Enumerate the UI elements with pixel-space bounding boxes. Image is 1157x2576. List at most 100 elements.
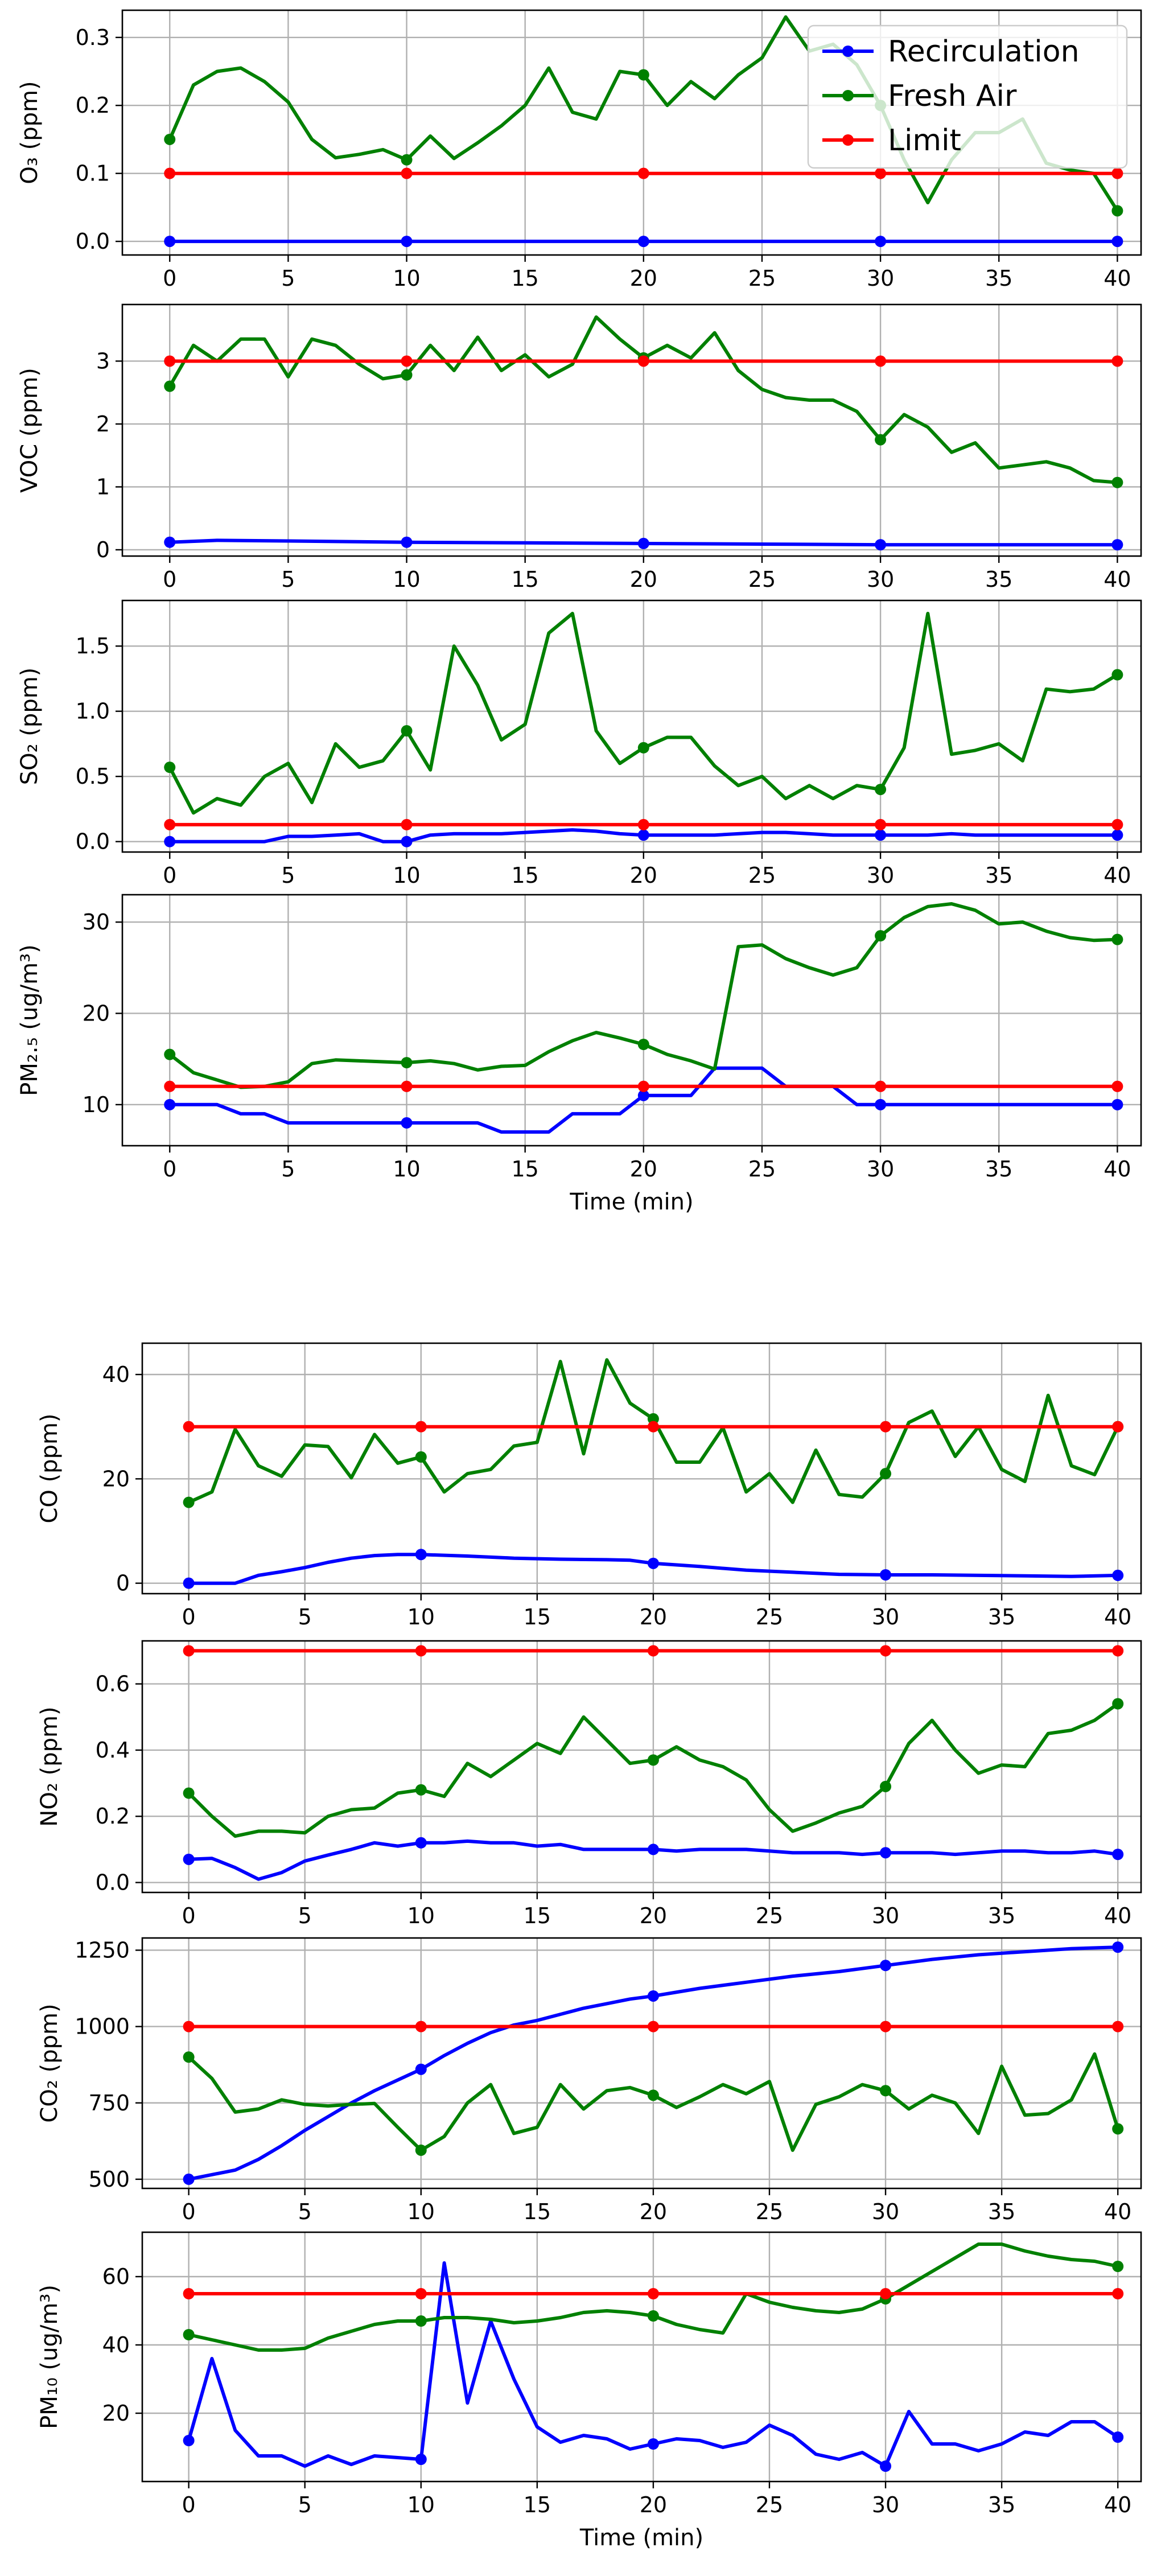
x-tick-label: 5 <box>281 266 295 291</box>
data-point-fresh-air <box>880 1780 892 1792</box>
data-point-limit <box>637 818 649 830</box>
data-point-limit <box>183 2288 195 2299</box>
x-tick-label: 40 <box>1104 2199 1131 2224</box>
data-point-recirculation <box>647 1843 659 1855</box>
data-point-limit <box>183 1645 195 1657</box>
data-point-fresh-air <box>164 133 176 145</box>
data-point-recirculation <box>401 1117 413 1129</box>
data-point-recirculation <box>183 2435 195 2446</box>
data-point-fresh-air <box>401 725 413 737</box>
data-point-recirculation <box>637 537 649 549</box>
data-point-limit <box>1111 355 1123 367</box>
x-tick-label: 25 <box>748 863 776 888</box>
x-tick-label: 10 <box>393 567 420 592</box>
data-point-fresh-air <box>1112 2123 1124 2135</box>
data-point-limit <box>415 2288 427 2299</box>
data-point-fresh-air <box>401 1057 413 1069</box>
x-tick-label: 25 <box>748 266 776 291</box>
data-point-recirculation <box>183 1577 195 1589</box>
x-tick-label: 30 <box>867 1157 894 1182</box>
data-point-fresh-air <box>1112 2261 1124 2272</box>
data-point-recirculation <box>1111 236 1123 248</box>
legend-label-recirculation: Recirculation <box>888 35 1080 69</box>
x-tick-label: 10 <box>393 1157 420 1182</box>
data-point-limit <box>880 2288 892 2299</box>
x-tick-label: 10 <box>407 1604 435 1629</box>
x-tick-label: 0 <box>182 2199 196 2224</box>
x-tick-label: 20 <box>640 1604 667 1629</box>
legend-marker-fresh-air <box>842 90 854 101</box>
data-point-limit <box>1112 1645 1124 1657</box>
data-point-limit <box>183 1421 195 1433</box>
x-tick-label: 10 <box>393 863 420 888</box>
data-point-fresh-air <box>183 1496 195 1508</box>
x-tick-label: 5 <box>298 2492 312 2517</box>
x-tick-label: 40 <box>1104 2492 1131 2517</box>
y-tick-label: 1250 <box>75 1937 130 1962</box>
x-tick-label: 35 <box>988 1604 1015 1629</box>
x-tick-label: 35 <box>985 863 1012 888</box>
data-point-fresh-air <box>647 2310 659 2322</box>
data-point-limit <box>1111 818 1123 830</box>
y-tick-label: 750 <box>88 2091 130 2116</box>
data-point-recirculation <box>1111 1098 1123 1110</box>
x-tick-label: 25 <box>756 1903 783 1928</box>
data-point-recirculation <box>875 236 887 248</box>
legend-label-limit: Limit <box>888 124 961 158</box>
data-point-recirculation <box>875 1098 887 1110</box>
legend-marker-limit <box>842 134 854 146</box>
x-tick-label: 35 <box>985 1157 1012 1182</box>
chart-panel-4: 0 5 10 15 20 25 30 35 40 10 20 30 PM₂.₅ (ug/m³) Time … <box>17 894 1142 1215</box>
data-point-recirculation <box>183 1853 195 1865</box>
y-tick-label: 0 <box>96 537 110 562</box>
data-point-fresh-air <box>1111 669 1123 681</box>
axes-frame <box>141 1937 1142 2190</box>
x-tick-label: 40 <box>1104 1903 1131 1928</box>
axes-frame <box>121 303 1142 557</box>
x-tick-label: 5 <box>281 1157 295 1182</box>
y-tick-label: 20 <box>102 1466 130 1491</box>
x-tick-label: 35 <box>985 266 1012 291</box>
y-tick-label: 2 <box>96 411 110 437</box>
x-axis-label: Time (min) <box>569 1189 693 1215</box>
y-axis-label: VOC (ppm) <box>17 368 43 493</box>
data-point-limit <box>415 1645 427 1657</box>
data-point-recirculation <box>647 1990 659 2002</box>
x-tick-label: 15 <box>524 1903 551 1928</box>
data-point-limit <box>164 355 176 367</box>
data-point-limit <box>1111 167 1123 179</box>
x-tick-label: 5 <box>298 2199 312 2224</box>
y-tick-label: 0.2 <box>96 1804 130 1829</box>
y-tick-label: 40 <box>102 1362 130 1387</box>
legend-box <box>807 24 1128 169</box>
x-tick-label: 10 <box>407 2199 435 2224</box>
y-tick-label: 40 <box>102 2332 130 2357</box>
x-tick-label: 15 <box>524 2492 551 2517</box>
data-point-recirculation <box>415 1549 427 1561</box>
y-tick-label: 20 <box>102 2401 130 2426</box>
x-tick-label: 20 <box>630 266 657 291</box>
x-tick-label: 25 <box>756 1604 783 1629</box>
y-axis-label: SO₂ (ppm) <box>17 668 43 785</box>
x-tick-label: 35 <box>985 567 1012 592</box>
data-point-recirculation <box>415 2454 427 2465</box>
data-point-limit <box>1112 1421 1124 1433</box>
data-point-limit <box>647 1645 659 1657</box>
chart-panel-8: 0 5 10 15 20 25 30 35 40 20 40 60 PM₁₀ (ug/m³) Time (… <box>36 2231 1142 2551</box>
data-point-limit <box>875 818 887 830</box>
data-point-recirculation <box>1112 2431 1124 2443</box>
x-tick-label: 15 <box>511 567 538 592</box>
x-tick-label: 40 <box>1104 266 1131 291</box>
y-tick-label: 1 <box>96 474 110 499</box>
data-point-recirculation <box>164 836 176 847</box>
chart-panel-5: 0 5 10 15 20 25 30 35 40 0 20 40 CO (ppm) <box>36 1342 1142 1629</box>
data-point-fresh-air <box>647 2089 659 2101</box>
data-point-limit <box>1112 2021 1124 2032</box>
x-tick-label: 25 <box>748 1157 776 1182</box>
y-tick-label: 500 <box>88 2167 130 2192</box>
data-point-limit <box>880 1421 892 1433</box>
data-point-recirculation <box>875 539 887 551</box>
x-tick-label: 20 <box>640 1903 667 1928</box>
